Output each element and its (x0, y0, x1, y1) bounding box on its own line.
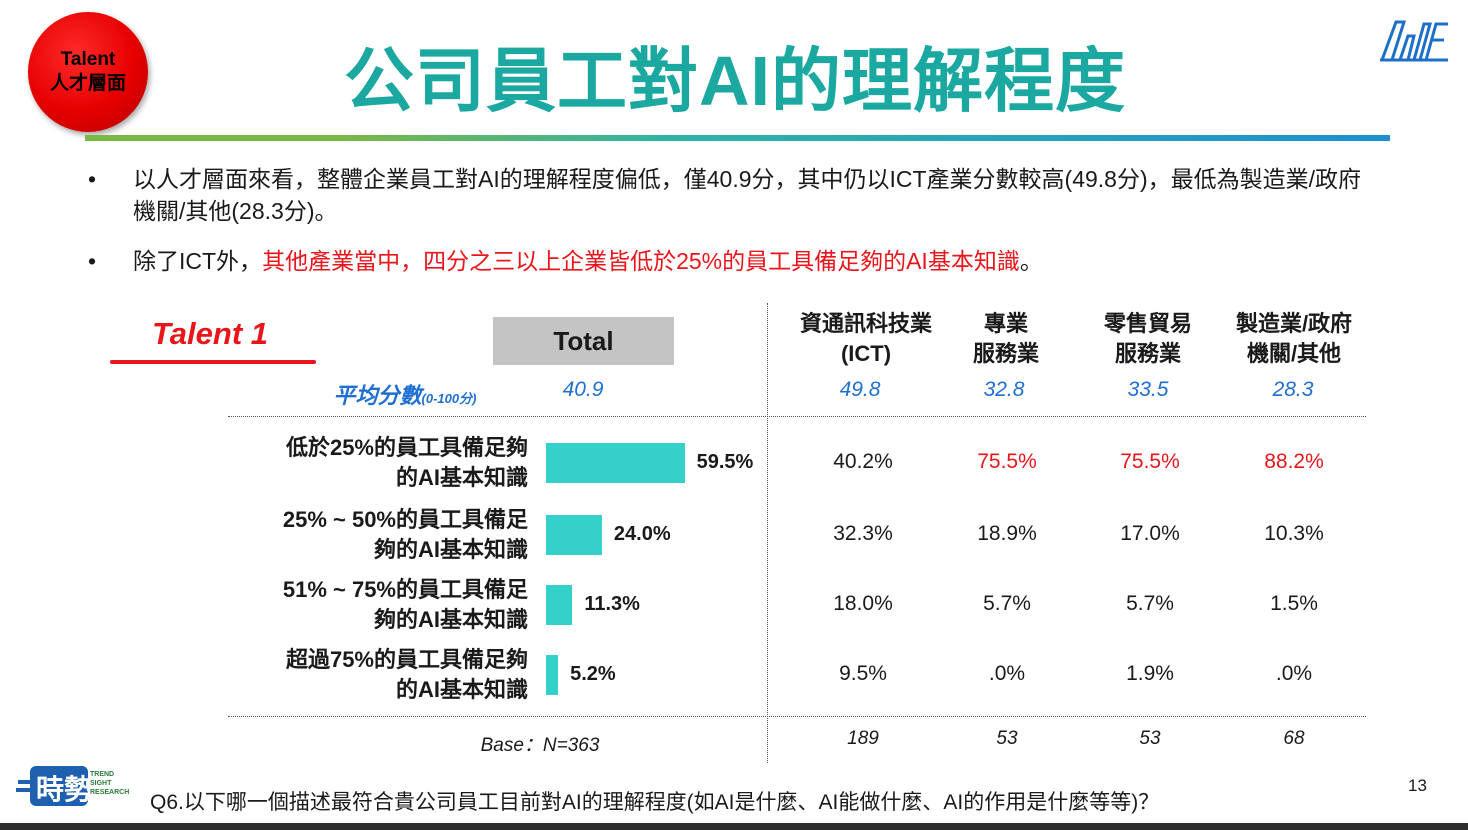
divider-bottom (228, 716, 1366, 717)
avg-retail: 33.5 (1127, 378, 1169, 401)
table-cell: 17.0% (1120, 522, 1180, 545)
avg-score-label-range: (0-100分) (421, 391, 477, 406)
bullet-1: • 以人才層面來看，整體企業員工對AI的理解程度偏低，僅40.9分，其中仍以IC… (88, 163, 1388, 233)
table-cell: 5.7% (983, 592, 1031, 615)
bullet-2-highlight: 其他產業當中，四分之三以上企業皆低於25%的員工具備足夠的AI基本知識 (262, 248, 1020, 274)
col-header-ict: 資通訊科技業 (ICT) (796, 309, 936, 369)
table-cell: 75.5% (977, 450, 1037, 473)
table-cell: 1.5% (1270, 592, 1318, 615)
category-label-line: 的AI基本知識 (395, 677, 528, 702)
bullet-2-prefix: 除了ICT外， (133, 248, 263, 274)
category-label: 超過75%的員工具備足夠的AI基本知識 (230, 645, 528, 705)
bullet-dot: • (88, 248, 97, 274)
bar (546, 585, 573, 625)
footer-logo-sub: TREND SIGHT RESEARCH (90, 771, 130, 796)
page-number: 13 (1408, 776, 1427, 795)
category-label-line: 夠的AI基本知識 (373, 537, 528, 562)
avg-score-label: 平均分數(0-100分) (300, 378, 510, 410)
talent-1-underline (110, 360, 316, 364)
table-cell: 1.9% (1126, 662, 1174, 685)
talent-badge: Talent 人才層面 (28, 12, 148, 132)
col-header-retail-l1: 零售貿易 (1103, 311, 1192, 336)
col-header-retail: 零售貿易 服務業 (1078, 309, 1218, 369)
category-label-line: 25% ~ 50%的員工具備足 (282, 507, 528, 532)
page-title: 公司員工對AI的理解程度 (344, 42, 1126, 120)
category-label: 51% ~ 75%的員工具備足夠的AI基本知識 (230, 575, 528, 635)
survey-question: Q6.以下哪一個描述最符合貴公司員工目前對AI的理解程度(如AI是什麼、AI能做… (150, 791, 1160, 814)
title-underline (85, 135, 1390, 141)
trend-sight-logo-icon: 時勢 TREND SIGHT RESEARCH (14, 760, 130, 812)
footer-bar (0, 823, 1468, 830)
bar-value-label: 11.3% (584, 593, 640, 615)
aiif-logo-icon (1379, 20, 1448, 62)
base-ict: 189 (847, 728, 879, 749)
category-label: 25% ~ 50%的員工具備足夠的AI基本知識 (230, 505, 528, 565)
total-header: Total (493, 317, 674, 365)
badge-line2: 人才層面 (49, 73, 126, 94)
table-cell: 18.9% (977, 522, 1037, 545)
col-header-manufacturing-l1: 製造業/政府 (1235, 311, 1353, 336)
table-cell: 5.7% (1126, 592, 1174, 615)
category-label-line: 低於25%的員工具備足夠 (285, 435, 528, 460)
bar (546, 655, 559, 695)
divider-vertical (767, 303, 768, 763)
base-professional: 53 (996, 728, 1018, 749)
col-header-professional-l2: 服務業 (972, 341, 1039, 366)
base-manufacturing: 68 (1283, 728, 1305, 749)
table-cell: 10.3% (1264, 522, 1324, 545)
bar-value-label: 59.5% (696, 451, 754, 473)
col-header-manufacturing-l2: 機關/其他 (1246, 341, 1342, 366)
bar-value-label: 5.2% (570, 663, 616, 685)
bar (546, 443, 685, 483)
bullet-2: • 除了ICT外，其他產業當中，四分之三以上企業皆低於25%的員工具備足夠的AI… (88, 245, 1388, 279)
table-cell: .0% (988, 662, 1026, 685)
base-retail: 53 (1139, 728, 1161, 749)
category-label-line: 51% ~ 75%的員工具備足 (282, 577, 528, 602)
divider-top (228, 416, 1366, 417)
table-cell: 18.0% (833, 592, 893, 615)
col-header-ict-l2: (ICT) (840, 341, 892, 366)
badge-line1: Talent (60, 49, 116, 70)
bar (546, 515, 602, 555)
bar-value-label: 24.0% (613, 523, 671, 545)
bullet-1-text: 以人才層面來看，整體企業員工對AI的理解程度偏低，僅40.9分，其中仍以ICT產… (133, 166, 1362, 224)
table-cell: 9.5% (839, 662, 887, 685)
category-label-line: 的AI基本知識 (395, 465, 528, 490)
table-cell: 88.2% (1264, 450, 1324, 473)
table-cell: 40.2% (833, 450, 893, 473)
bullet-2-text: 除了ICT外，其他產業當中，四分之三以上企業皆低於25%的員工具備足夠的AI基本… (133, 245, 1383, 277)
table-cell: 75.5% (1120, 450, 1180, 473)
avg-manufacturing: 28.3 (1272, 378, 1314, 401)
col-header-manufacturing: 製造業/政府 機關/其他 (1214, 309, 1374, 369)
category-label-line: 夠的AI基本知識 (373, 607, 528, 632)
avg-total: 40.9 (562, 378, 604, 401)
category-label-line: 超過75%的員工具備足夠 (285, 647, 528, 672)
table-cell: .0% (1275, 662, 1313, 685)
bullet-dot: • (88, 166, 97, 192)
trend-sight-logo-graphic (16, 766, 88, 806)
avg-score-label-main: 平均分數 (333, 383, 422, 408)
bullet-2-suffix: 。 (1019, 248, 1043, 274)
talent-1-label: Talent 1 (152, 316, 268, 351)
footer-logo-text: 時勢 (36, 774, 93, 805)
col-header-professional: 專業 服務業 (936, 309, 1076, 369)
table-cell: 32.3% (833, 522, 893, 545)
avg-ict: 49.8 (839, 378, 881, 401)
category-label: 低於25%的員工具備足夠的AI基本知識 (230, 433, 528, 493)
col-header-retail-l2: 服務業 (1114, 341, 1181, 366)
avg-professional: 32.8 (983, 378, 1025, 401)
base-label: Base：N=363 (480, 735, 600, 756)
col-header-professional-l1: 專業 (983, 311, 1028, 336)
col-header-ict-l1: 資通訊科技業 (799, 311, 932, 336)
